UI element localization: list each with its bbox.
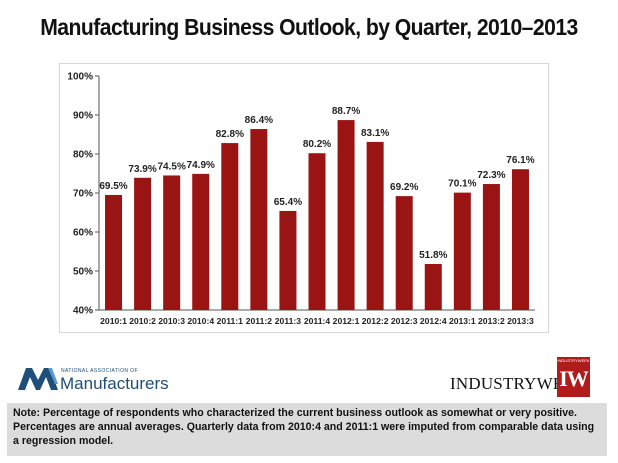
- bar: [337, 120, 355, 310]
- bar-value-label: 88.7%: [332, 106, 360, 117]
- x-tick-label: 2012:4: [420, 316, 447, 326]
- y-tick-label: 100%: [67, 72, 93, 83]
- bar-value-label: 70.1%: [448, 179, 476, 190]
- industryweek-logo: INDUSTRYWEEK INDUSTRYWEEK IW: [450, 357, 590, 399]
- x-tick-label: 2011:3: [275, 316, 302, 326]
- nam-logo-text: Manufacturers: [60, 374, 169, 393]
- bar: [453, 192, 471, 310]
- x-tick-label: 2013:1: [449, 316, 476, 326]
- bar: [105, 194, 123, 310]
- y-tick-label: 50%: [73, 267, 93, 278]
- x-tick-label: 2013:3: [507, 316, 534, 326]
- x-tick-label: 2010:1: [100, 316, 127, 326]
- bar-value-label: 86.4%: [245, 115, 273, 126]
- x-tick-label: 2010:4: [187, 316, 214, 326]
- bar-value-label: 69.5%: [99, 181, 127, 192]
- bar: [192, 173, 210, 310]
- iw-badge-top-text: INDUSTRYWEEK: [557, 358, 590, 363]
- y-tick-label: 90%: [73, 111, 93, 122]
- y-tick-label: 80%: [73, 150, 93, 161]
- x-tick-label: 2013:2: [478, 316, 505, 326]
- chart-title: Manufacturing Business Outlook, by Quart…: [40, 14, 578, 40]
- bar-value-label: 73.9%: [128, 164, 156, 175]
- bar: [424, 263, 442, 310]
- y-tick-label: 60%: [73, 228, 93, 239]
- bar: [163, 175, 181, 310]
- chart-footnote: Note: Percentage of respondents who char…: [7, 403, 607, 456]
- bar-value-label: 83.1%: [361, 128, 389, 139]
- bar-value-label: 69.2%: [390, 182, 418, 193]
- iw-badge-monogram: IW: [559, 366, 589, 391]
- x-tick-label: 2011:1: [217, 316, 244, 326]
- nam-logo: NATIONAL ASSOCIATION OF Manufacturers: [18, 366, 169, 396]
- bar-value-label: 76.1%: [506, 155, 534, 166]
- x-tick-label: 2012:3: [391, 316, 418, 326]
- x-tick-label: 2011:4: [304, 316, 331, 326]
- bar-value-label: 65.4%: [274, 197, 302, 208]
- bar: [366, 141, 384, 310]
- bar: [134, 177, 152, 310]
- iw-badge-icon: INDUSTRYWEEK IW: [557, 357, 590, 397]
- bar: [482, 184, 500, 310]
- x-tick-label: 2012:1: [333, 316, 360, 326]
- bar-value-label: 51.8%: [419, 250, 447, 261]
- y-tick-label: 70%: [73, 189, 93, 200]
- bar-value-label: 74.5%: [157, 161, 185, 172]
- x-tick-label: 2011:2: [246, 316, 273, 326]
- bar-value-label: 80.2%: [303, 139, 331, 150]
- nam-logo-small-text: NATIONAL ASSOCIATION OF: [61, 368, 138, 374]
- x-tick-label: 2010:2: [129, 316, 156, 326]
- x-tick-label: 2010:3: [158, 316, 185, 326]
- bar: [308, 153, 326, 310]
- nam-m-icon: [18, 368, 58, 390]
- y-tick-label: 40%: [73, 306, 93, 317]
- bar-value-label: 72.3%: [477, 170, 505, 181]
- bar-value-label: 82.8%: [216, 129, 244, 140]
- bar: [221, 143, 239, 310]
- bar: [511, 169, 529, 310]
- x-tick-label: 2012:2: [362, 316, 389, 326]
- bar-value-label: 74.9%: [187, 160, 215, 171]
- bar: [395, 196, 413, 310]
- bar: [250, 129, 268, 310]
- industryweek-logo-text: INDUSTRYWEEK: [450, 374, 587, 393]
- bar: [279, 210, 297, 310]
